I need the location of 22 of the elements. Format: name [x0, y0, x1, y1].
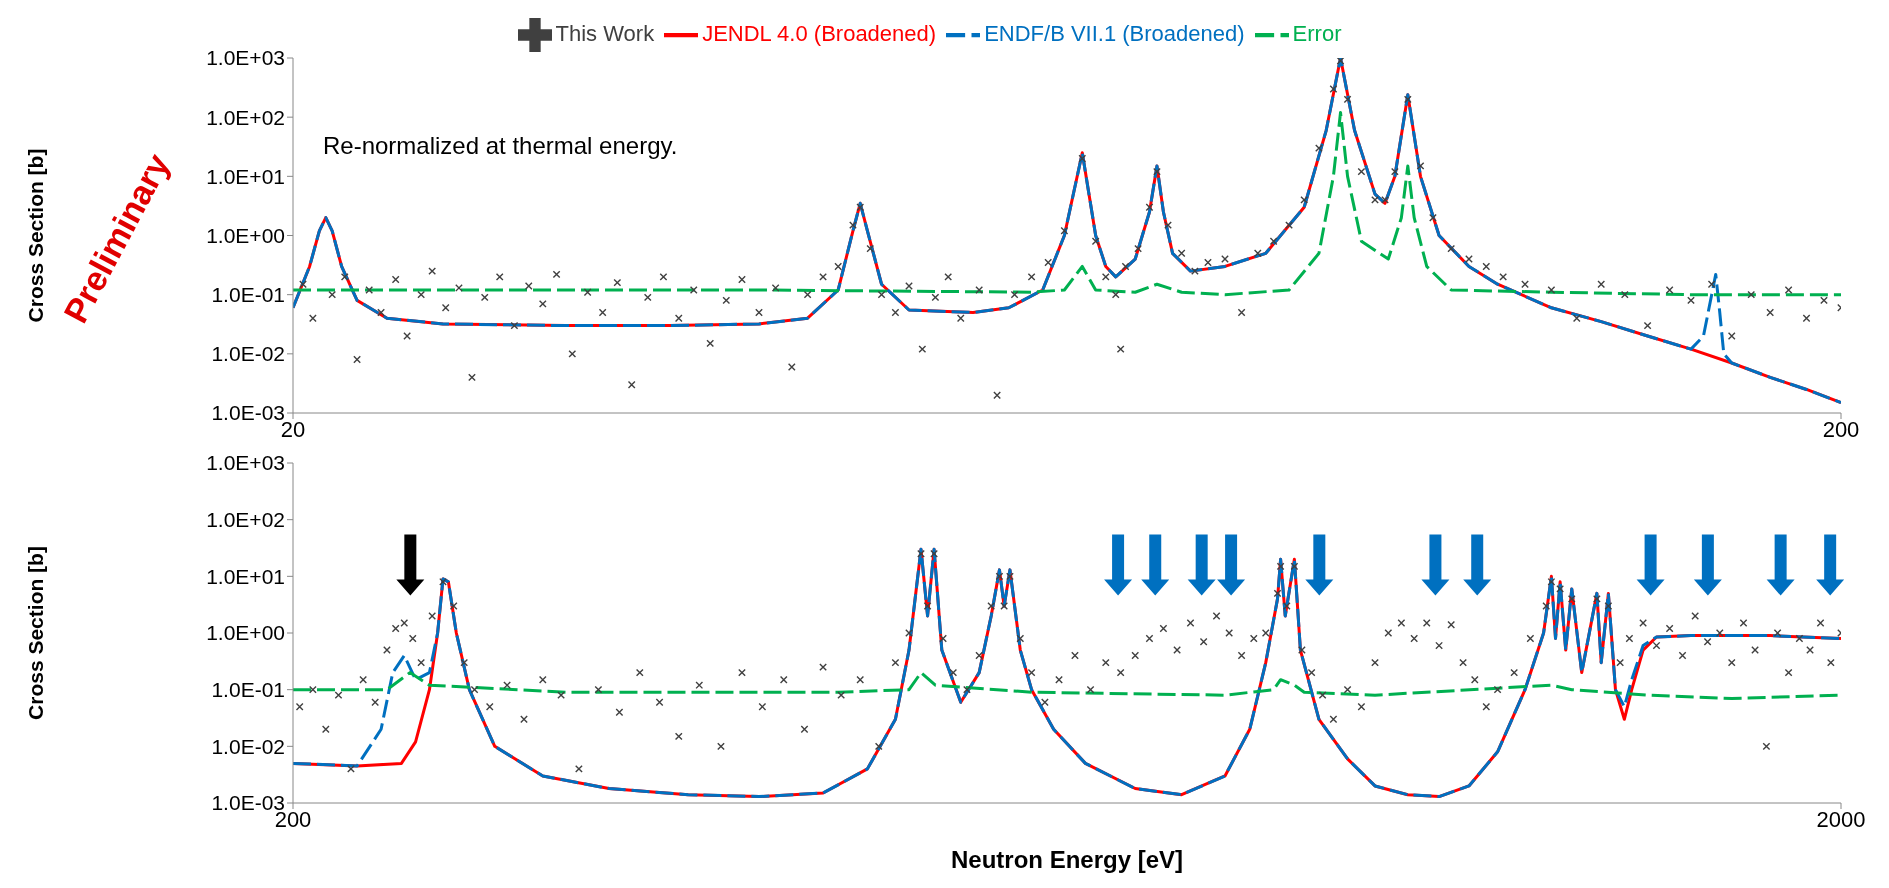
y-tick-label: 1.0E+03: [206, 46, 285, 70]
y-tick-label: 1.0E-01: [211, 678, 285, 702]
legend-label: This Work: [555, 20, 655, 46]
x-tick-label: 200: [1822, 416, 1860, 442]
y-tick-label: 1.0E-02: [211, 342, 285, 366]
x-axis-title: Neutron Energy [eV]: [950, 846, 1184, 873]
y-tick-label: 1.0E+01: [206, 164, 285, 188]
y-tick-label: 1.0E+02: [206, 105, 285, 129]
legend-label: Error: [1292, 20, 1342, 46]
y-tick-label: 1.0E+00: [206, 223, 285, 247]
x-tick-label: 2000: [1816, 806, 1866, 832]
y-axis-title: Cross Section [b]: [24, 546, 48, 720]
y-tick-label: 1.0E-01: [211, 283, 285, 307]
legend-label: ENDF/B VII.1 (Broadened): [984, 20, 1245, 46]
y-tick-label: 1.0E+03: [206, 451, 285, 475]
annotation: Re-normalized at thermal energy.: [323, 132, 678, 160]
y-axis-title: Cross Section [b]: [24, 148, 48, 323]
y-tick-label: 1.0E+02: [206, 508, 285, 532]
y-tick-label: 1.0E+00: [206, 621, 285, 645]
legend-label: JENDL 4.0 (Broadened): [702, 20, 937, 46]
y-tick-label: 1.0E+01: [206, 564, 285, 588]
y-tick-label: 1.0E-02: [211, 734, 285, 758]
